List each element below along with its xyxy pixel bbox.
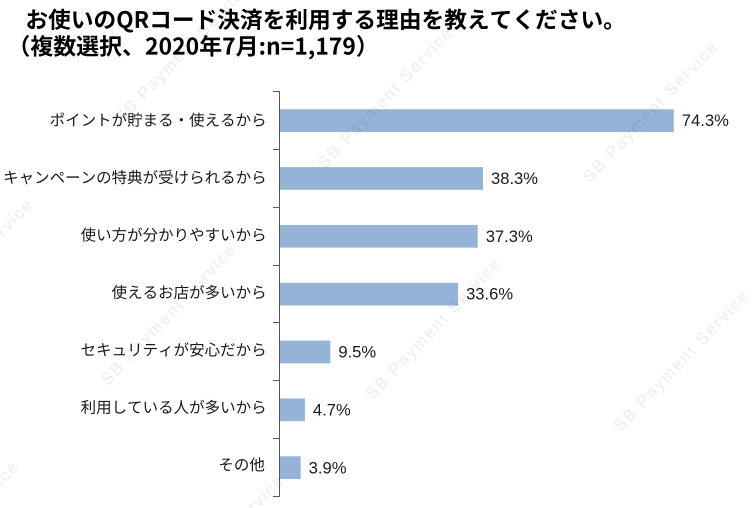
svg-text:38.3%: 38.3% xyxy=(491,169,538,188)
svg-text:37.3%: 37.3% xyxy=(486,227,533,246)
svg-text:33.6%: 33.6% xyxy=(466,285,513,304)
svg-text:3.9%: 3.9% xyxy=(309,458,347,477)
svg-text:9.5%: 9.5% xyxy=(338,343,376,362)
svg-text:74.3%: 74.3% xyxy=(682,111,729,130)
svg-text:4.7%: 4.7% xyxy=(313,400,351,419)
